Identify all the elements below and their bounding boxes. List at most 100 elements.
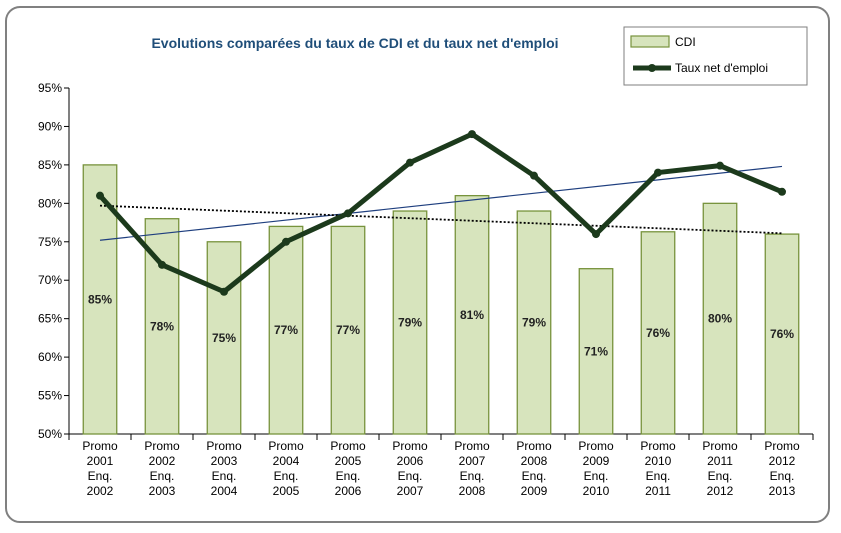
line-point-taux xyxy=(344,209,352,218)
chart-title: Evolutions comparées du taux de CDI et d… xyxy=(151,35,558,51)
bar-data-label: 78% xyxy=(150,319,174,333)
x-tick-label: Promo 2005 Enq. 2006 xyxy=(330,439,366,498)
x-tick-label-line: 2005 xyxy=(335,454,362,468)
line-point-taux xyxy=(220,287,228,296)
x-tick-label-line: Promo xyxy=(454,439,490,453)
x-tick-label: Promo 2004 Enq. 2005 xyxy=(268,439,304,498)
y-tick-label: 55% xyxy=(38,389,62,403)
bar-data-label: 85% xyxy=(88,292,112,306)
x-tick-label-line: 2004 xyxy=(211,484,238,498)
x-tick-label-line: 2003 xyxy=(149,484,176,498)
bar-data-label: 80% xyxy=(708,312,732,326)
y-tick-label: 50% xyxy=(38,427,62,441)
bar-data-label: 79% xyxy=(522,316,546,330)
x-tick-label-line: Enq. xyxy=(584,469,609,483)
x-tick-label-line: 2009 xyxy=(521,484,548,498)
x-tick-label-line: 2005 xyxy=(273,484,300,498)
x-tick-label: Promo 2007 Enq. 2008 xyxy=(454,439,490,498)
x-tick-label-line: Enq. xyxy=(274,469,299,483)
bar-data-label: 76% xyxy=(646,326,670,340)
x-tick-label-line: Promo xyxy=(764,439,800,453)
legend: CDI Taux net d'emploi xyxy=(623,26,808,86)
x-tick-label-line: 2006 xyxy=(397,454,424,468)
bar-cdi xyxy=(268,225,304,435)
legend-label-taux: Taux net d'emploi xyxy=(675,61,768,75)
x-tick-label-line: 2001 xyxy=(87,454,114,468)
x-tick-label-line: 2011 xyxy=(645,484,671,498)
bar-cdi xyxy=(516,210,552,435)
line-point-taux xyxy=(96,191,104,200)
bar-data-label: 81% xyxy=(460,308,484,322)
y-tick-label: 95% xyxy=(38,81,62,95)
x-tick-label-line: 2010 xyxy=(645,454,672,468)
line-point-taux xyxy=(158,260,166,269)
x-tick-label-line: Enq. xyxy=(708,469,733,483)
trendline-taux xyxy=(99,204,783,235)
x-tick-label-line: Promo xyxy=(640,439,676,453)
x-tick-label: Promo 2001 Enq. 2002 xyxy=(82,439,118,498)
x-tick-label-line: 2002 xyxy=(149,454,176,468)
x-tick-label-line: Promo xyxy=(516,439,552,453)
x-tick-label-line: 2007 xyxy=(397,484,424,498)
line-point-taux xyxy=(778,187,786,196)
x-tick-label: Promo 2002 Enq. 2003 xyxy=(144,439,180,498)
x-tick-label-line: Enq. xyxy=(522,469,547,483)
line-point-taux xyxy=(716,161,724,170)
x-tick-label-line: 2013 xyxy=(769,484,796,498)
x-tick-label: Promo 2008 Enq. 2009 xyxy=(516,439,552,498)
x-tick-label-line: 2012 xyxy=(769,454,796,468)
x-tick-label-line: 2007 xyxy=(459,454,486,468)
x-tick-label-line: Promo xyxy=(144,439,180,453)
x-tick-label: Promo 2009 Enq. 2010 xyxy=(578,439,614,498)
x-tick-label-line: Enq. xyxy=(770,469,795,483)
line-point-taux xyxy=(592,230,600,239)
y-tick-label: 60% xyxy=(38,350,62,364)
bar-cdi xyxy=(640,231,676,435)
bar-cdi xyxy=(702,202,738,435)
plot-area: 50%55%60%65%70%75%80%85%90%95%Promo 2001 E… xyxy=(38,81,814,498)
bar-cdi xyxy=(454,194,490,435)
y-tick-label: 85% xyxy=(38,158,62,172)
x-tick-label-line: Promo xyxy=(392,439,428,453)
x-tick-label-line: 2006 xyxy=(335,484,362,498)
x-tick-label-line: Enq. xyxy=(398,469,423,483)
x-tick-label-line: Enq. xyxy=(88,469,113,483)
x-tick-label: Promo 2003 Enq. 2004 xyxy=(206,439,242,498)
x-tick-label-line: Promo xyxy=(330,439,366,453)
legend-label-cdi: CDI xyxy=(675,35,696,49)
line-point-taux xyxy=(406,158,414,167)
bar-data-label: 76% xyxy=(770,327,794,341)
x-tick-label-line: 2004 xyxy=(273,454,300,468)
x-tick-label-line: Promo xyxy=(268,439,304,453)
x-tick-label-line: 2008 xyxy=(521,454,548,468)
y-tick-label: 80% xyxy=(38,196,62,210)
bar-cdi xyxy=(392,210,428,435)
x-tick-label-line: Enq. xyxy=(212,469,237,483)
bar-cdi xyxy=(578,268,614,435)
bar-data-label: 77% xyxy=(274,323,298,337)
x-tick-label-line: Promo xyxy=(702,439,738,453)
x-tick-label-line: 2002 xyxy=(87,484,114,498)
line-point-taux xyxy=(468,130,476,139)
x-tick-label-line: 2012 xyxy=(707,484,734,498)
trendline-cdi xyxy=(99,165,783,241)
x-tick-label: Promo 2006 Enq. 2007 xyxy=(392,439,428,498)
y-tick-label: 65% xyxy=(38,312,62,326)
legend-swatch-taux-marker xyxy=(648,64,656,72)
line-point-taux xyxy=(282,237,290,246)
x-tick-label-line: Promo xyxy=(578,439,614,453)
line-point-taux xyxy=(530,171,538,180)
bar-data-label: 79% xyxy=(398,316,422,330)
x-tick-label: Promo 2012 Enq. 2013 xyxy=(764,439,800,498)
x-tick-label-line: 2003 xyxy=(211,454,238,468)
bar-cdi xyxy=(764,233,800,435)
bar-cdi xyxy=(330,225,366,435)
x-tick-label-line: Promo xyxy=(206,439,242,453)
bar-data-label: 71% xyxy=(584,344,608,358)
x-tick-label-line: Enq. xyxy=(336,469,361,483)
x-tick-label-line: 2008 xyxy=(459,484,486,498)
legend-swatch-cdi xyxy=(630,35,670,48)
y-tick-label: 75% xyxy=(38,235,62,249)
x-tick-label-line: 2009 xyxy=(583,454,610,468)
